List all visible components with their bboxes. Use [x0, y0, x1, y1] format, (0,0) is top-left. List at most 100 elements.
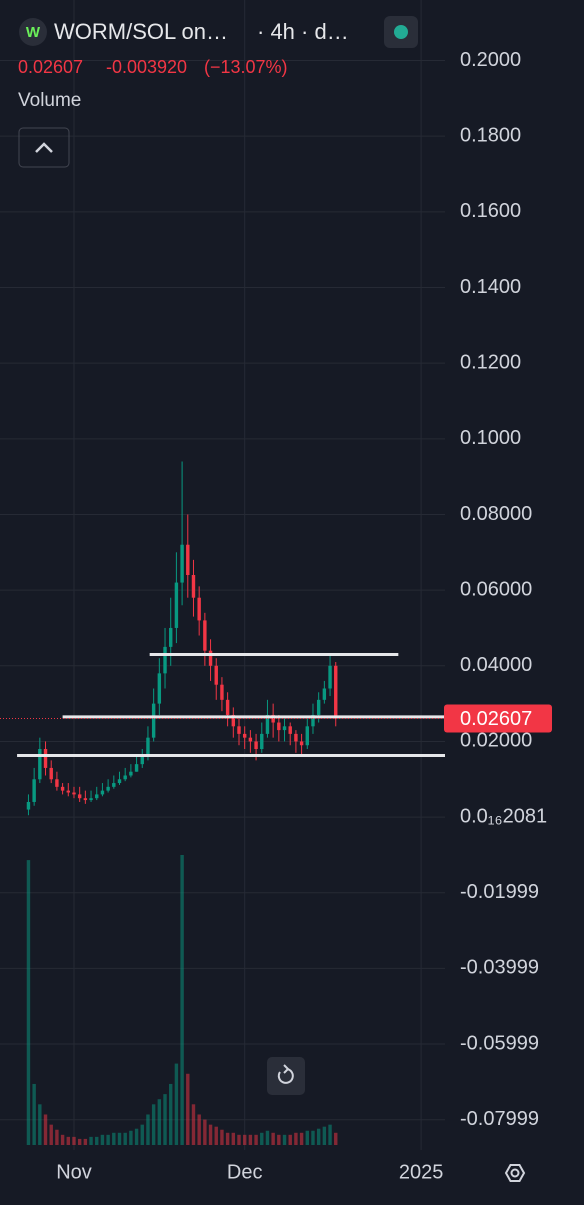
reset-icon	[277, 1068, 294, 1084]
volume-bar	[55, 1129, 59, 1145]
volume-bar	[191, 1104, 196, 1145]
volume-bar	[220, 1129, 224, 1145]
candle-body	[140, 756, 144, 765]
candle-body	[129, 771, 133, 776]
candle-body	[43, 749, 48, 768]
volume-bar	[112, 1132, 116, 1145]
volume-bar	[322, 1126, 327, 1145]
candle-body	[294, 733, 298, 742]
volume-bar	[83, 1138, 88, 1145]
y-tick-label: 0.0₁₆2081	[460, 805, 547, 827]
candle-body	[299, 741, 304, 746]
volume-bar	[32, 1083, 36, 1145]
candle-body	[26, 801, 31, 810]
y-tick-label: 0.08000	[460, 503, 532, 525]
y-tick-label: 0.1000	[460, 427, 521, 449]
candle-body	[237, 726, 241, 734]
candle-body	[32, 779, 36, 802]
candle-body	[197, 597, 201, 621]
plot	[0, 461, 445, 816]
volume-bar	[248, 1134, 253, 1145]
last-price-label: 0.02607	[460, 708, 532, 730]
candle-body	[106, 786, 110, 791]
volume-label: Volume	[18, 90, 81, 111]
candle-body	[134, 764, 139, 772]
candle-body	[225, 699, 230, 715]
chevron-icon	[35, 142, 53, 153]
candle-body	[123, 775, 127, 780]
candle-body	[66, 790, 70, 793]
candle-body	[146, 737, 150, 757]
volume-bar	[311, 1130, 315, 1145]
volume-bar	[129, 1130, 133, 1145]
volume-bar	[288, 1134, 292, 1145]
volume-bar	[89, 1136, 93, 1145]
volume-bar	[334, 1132, 338, 1145]
candle-body	[60, 786, 65, 791]
candle-body	[83, 798, 88, 801]
volume-bar	[95, 1136, 99, 1145]
volume-bar	[305, 1130, 309, 1145]
volume-bar	[265, 1130, 270, 1145]
candle-body	[242, 733, 247, 738]
volume-bar	[43, 1114, 48, 1145]
volume-bar	[299, 1132, 304, 1145]
volume-bar	[163, 1094, 167, 1145]
candle-body	[186, 544, 190, 575]
candle-body	[214, 665, 218, 685]
volume-bar	[146, 1114, 150, 1145]
reset-button[interactable]	[267, 1057, 305, 1095]
volume-bar	[106, 1134, 110, 1145]
y-tick-label: 0.1200	[460, 351, 521, 373]
y-tick-label: 0.04000	[460, 654, 532, 676]
volume-bar	[117, 1132, 122, 1145]
volume-bar	[282, 1134, 287, 1145]
collapse-button[interactable]	[18, 127, 70, 168]
x-tick-label: Nov	[56, 1161, 92, 1183]
y-tick-label: 0.1800	[460, 124, 521, 146]
candle-body	[220, 684, 224, 700]
symbol-title: WORM/SOL on…	[54, 19, 228, 44]
volume-bar	[169, 1083, 173, 1145]
candle-body	[231, 714, 236, 727]
volume-bar	[260, 1132, 264, 1145]
candle-body	[260, 733, 264, 750]
logo-mark: W	[26, 24, 41, 41]
last-price: 0.02607	[18, 57, 83, 77]
volume-bar	[60, 1134, 65, 1145]
y-tick-label: -0.07999	[460, 1108, 539, 1130]
volume-bar	[214, 1126, 218, 1145]
candle-body	[288, 726, 292, 734]
last-price-tag	[444, 704, 552, 733]
candle-body	[163, 646, 167, 674]
volume-bar	[174, 1063, 179, 1145]
candle-body	[174, 582, 179, 628]
candle-body	[248, 737, 253, 742]
y-tick-label: 0.1400	[460, 276, 521, 298]
volume-bar	[186, 1073, 190, 1145]
volume-bar	[208, 1124, 213, 1145]
volume-bar	[151, 1104, 156, 1145]
candle-body	[305, 726, 309, 746]
candle-body	[334, 665, 338, 719]
interval: · 4h · d…	[257, 19, 349, 44]
candle-body	[117, 779, 122, 784]
candle-body	[277, 722, 281, 731]
volume-pane	[26, 855, 338, 1145]
settings-button[interactable]	[504, 1164, 526, 1182]
volume-bar	[123, 1132, 127, 1145]
reset-arrow	[283, 1064, 290, 1074]
candle-body	[100, 790, 105, 795]
candle-body	[112, 783, 116, 787]
volume-bar	[157, 1099, 162, 1145]
candle-body	[89, 798, 93, 801]
y-tick-label: 0.02000	[460, 730, 532, 752]
volume-bar	[294, 1132, 298, 1145]
price-change-percent: (−13.07%)	[204, 57, 288, 77]
settings-icon	[504, 1164, 526, 1182]
settings-icon-center	[510, 1168, 520, 1178]
candle-body	[157, 673, 162, 704]
candle-body	[316, 699, 321, 715]
